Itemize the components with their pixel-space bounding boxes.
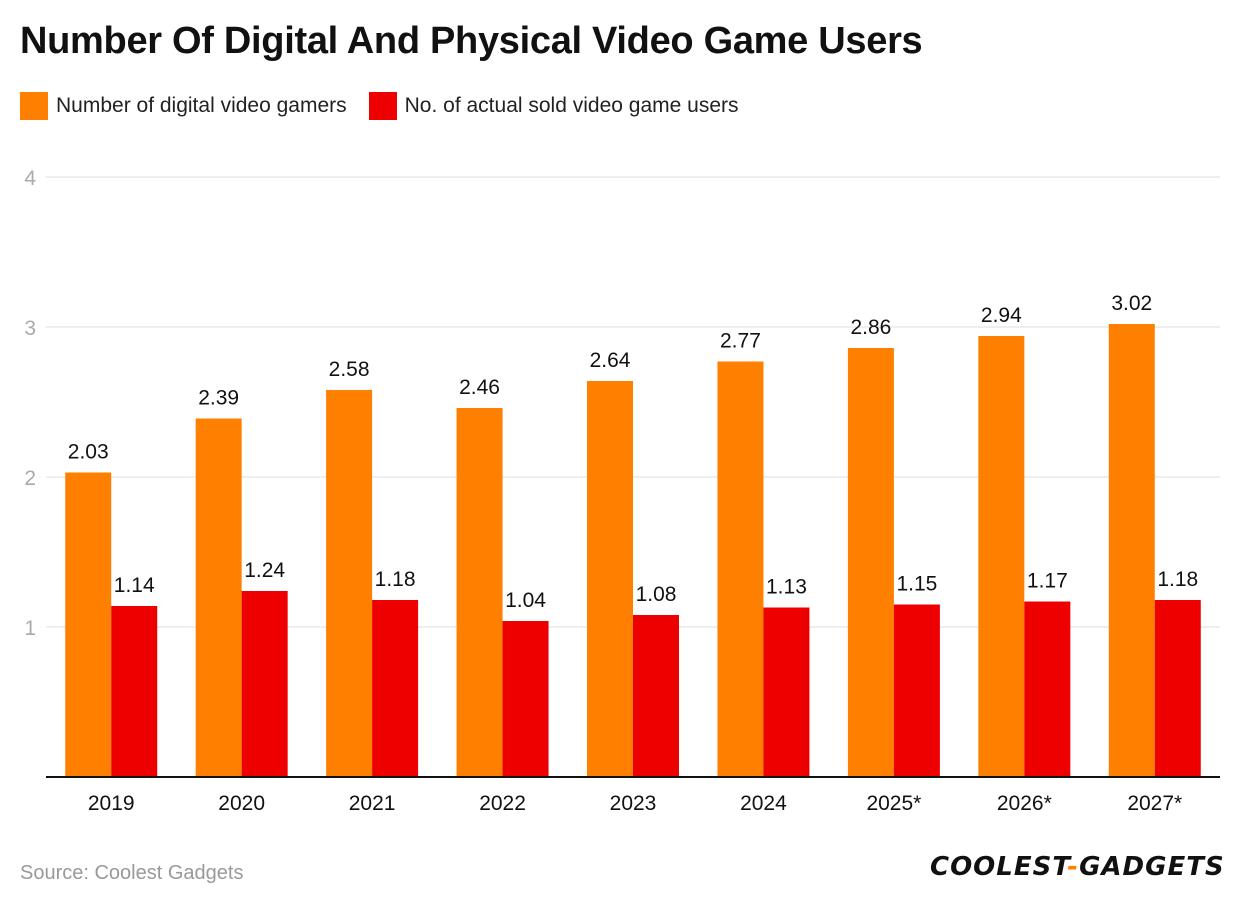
legend: Number of digital video gamers No. of ac… — [20, 92, 761, 120]
bar-physical — [633, 615, 679, 777]
bar-physical — [502, 621, 549, 777]
bar-digital — [195, 418, 242, 777]
x-tick-label: 2024 — [740, 792, 787, 815]
bar-physical — [763, 607, 810, 777]
bar-physical — [1024, 601, 1071, 777]
brand-logo-left: COOLEST — [930, 852, 1068, 882]
data-label-digital: 2.03 — [68, 441, 109, 464]
data-label-physical: 1.18 — [1157, 568, 1198, 591]
brand-logo: COOLEST-GADGETS — [930, 852, 1225, 882]
bar-physical — [241, 591, 288, 777]
data-label-digital: 2.39 — [198, 387, 239, 410]
bar-digital — [326, 390, 373, 777]
legend-label-physical: No. of actual sold video game users — [404, 94, 739, 117]
data-label-physical: 1.15 — [896, 573, 937, 596]
bar-digital — [1108, 324, 1155, 777]
chart-title: Number Of Digital And Physical Video Gam… — [20, 20, 923, 62]
data-label-physical: 1.13 — [766, 576, 807, 599]
bar-digital — [978, 336, 1025, 777]
data-label-digital: 3.02 — [1111, 292, 1152, 315]
data-label-physical: 1.17 — [1027, 570, 1068, 593]
x-tick-label: 2025* — [866, 792, 921, 815]
bar-digital — [847, 348, 894, 777]
brand-logo-dash: - — [1067, 852, 1080, 882]
data-label-physical: 1.14 — [114, 574, 155, 597]
brand-logo-right: GADGETS — [1079, 852, 1225, 882]
y-tick-label: 4 — [24, 167, 36, 190]
data-label-physical: 1.08 — [636, 583, 677, 606]
y-tick-label: 1 — [24, 617, 36, 640]
x-tick-label: 2021 — [349, 792, 396, 815]
legend-swatch-digital — [20, 92, 48, 120]
x-tick-label: 2020 — [218, 792, 265, 815]
bar-digital — [456, 408, 503, 777]
bar-physical — [372, 600, 419, 777]
data-label-digital: 2.58 — [329, 358, 370, 381]
data-label-digital: 2.46 — [459, 376, 500, 399]
data-label-digital: 2.64 — [590, 349, 631, 372]
x-tick-label: 2027* — [1127, 792, 1182, 815]
legend-label-digital: Number of digital video gamers — [56, 94, 347, 117]
bar-physical — [1154, 600, 1201, 777]
legend-item-physical: No. of actual sold video game users — [368, 92, 739, 120]
data-label-physical: 1.04 — [505, 589, 546, 612]
bar-digital — [65, 472, 112, 777]
source-note: Source: Coolest Gadgets — [20, 862, 244, 884]
bar-digital — [717, 361, 764, 777]
bar-physical — [111, 606, 158, 777]
bar-digital — [587, 381, 633, 777]
x-tick-label: 2023 — [610, 792, 657, 815]
data-label-digital: 2.94 — [981, 304, 1022, 327]
data-label-physical: 1.18 — [375, 568, 416, 591]
legend-item-digital: Number of digital video gamers — [20, 92, 347, 120]
bar-physical — [893, 604, 940, 777]
legend-swatch-physical — [368, 92, 397, 120]
data-label-digital: 2.77 — [720, 330, 761, 353]
data-label-physical: 1.24 — [244, 559, 285, 582]
data-label-digital: 2.86 — [850, 316, 891, 339]
x-tick-label: 2019 — [88, 792, 135, 815]
x-tick-label: 2022 — [479, 792, 526, 815]
y-tick-label: 3 — [24, 317, 36, 340]
x-tick-label: 2026* — [997, 792, 1052, 815]
y-tick-label: 2 — [24, 467, 36, 490]
